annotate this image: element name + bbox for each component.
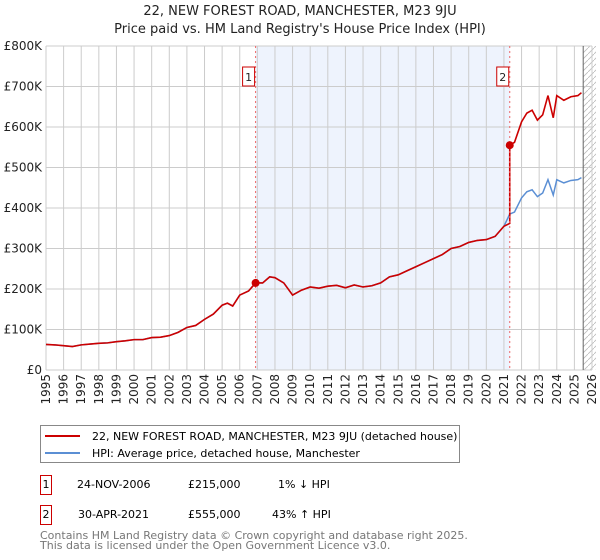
x-tick-label: 2020 — [479, 374, 493, 405]
x-tick-label: 2017 — [426, 374, 440, 405]
x-tick-label: 2002 — [162, 374, 176, 405]
marker-badge: 1 — [40, 475, 52, 495]
x-tick-label: 2009 — [286, 374, 300, 405]
legend: 22, NEW FOREST ROAD, MANCHESTER, M23 9JU… — [40, 425, 460, 463]
x-tick-label: 2015 — [391, 374, 405, 405]
x-tick-label: 1995 — [39, 374, 53, 405]
x-tick-label: 2010 — [303, 374, 317, 405]
transaction-price: £215,000 — [188, 478, 241, 491]
x-tick-label: 2005 — [215, 374, 229, 405]
sale-point — [505, 141, 514, 150]
transaction-hpi: 1% ↓ HPI — [278, 478, 330, 491]
chart-title: 22, NEW FOREST ROAD, MANCHESTER, M23 9JU — [143, 4, 457, 19]
y-tick-label: £700K — [4, 80, 44, 94]
y-tick-label: £0 — [27, 363, 42, 377]
x-tick-label: 2021 — [497, 374, 511, 405]
legend-label: 22, NEW FOREST ROAD, MANCHESTER, M23 9JU… — [92, 429, 458, 443]
sale-label-box — [242, 66, 256, 87]
sale-label: 2 — [499, 71, 506, 84]
x-tick-label: 2013 — [356, 374, 370, 405]
x-tick-label: 2003 — [180, 374, 194, 405]
transaction-date: 30-APR-2021 — [78, 508, 150, 521]
y-tick-label: £200K — [4, 282, 44, 296]
x-tick-label: 2006 — [233, 374, 247, 405]
legend-item-property: 22, NEW FOREST ROAD, MANCHESTER, M23 9JU… — [41, 428, 457, 444]
x-tick-label: 2011 — [321, 374, 335, 405]
transaction-date: 24-NOV-2006 — [77, 478, 151, 491]
transaction-hpi: 43% ↑ HPI — [272, 508, 331, 521]
price-paid-line — [45, 92, 582, 348]
x-tick-label: 2001 — [145, 374, 159, 405]
x-tick-label: 2019 — [462, 374, 476, 405]
marker-badge: 2 — [40, 505, 52, 525]
x-tick-label: 2007 — [250, 374, 264, 405]
footer: Contains HM Land Registry data © Crown c… — [40, 529, 468, 552]
plot-area: 1995 1996 1997 1998 1999 2000 2001 2002 2003 2004… — [4, 39, 599, 405]
transaction-price: £555,000 — [188, 508, 241, 521]
y-tick-label: £100K — [4, 323, 44, 337]
x-tick-label: 1996 — [57, 374, 71, 405]
x-tick-label: 1998 — [92, 374, 106, 405]
legend-item-hpi: HPI: Average price, detached house, Manc… — [41, 445, 360, 461]
x-tick-label: 1997 — [74, 374, 88, 405]
x-tick-label: 2024 — [550, 374, 564, 405]
x-tick-label: 2023 — [532, 374, 546, 405]
x-tick-label: 1999 — [109, 374, 123, 405]
footer-line: This data is licensed under the Open Gov… — [40, 539, 391, 552]
transaction-row: 1 24-NOV-2006 £215,000 1% ↓ HPI — [40, 475, 460, 495]
x-tick-label: 2004 — [198, 374, 212, 405]
sale-point — [251, 278, 260, 287]
footer-line: Contains HM Land Registry data © Crown c… — [40, 529, 468, 542]
sale-label-box — [496, 66, 510, 87]
legend-label: HPI: Average price, detached house, Manc… — [92, 446, 360, 460]
x-tick-label: 2026 — [585, 374, 599, 405]
y-tick-label: £400K — [4, 201, 44, 215]
y-tick-label: £300K — [4, 242, 44, 256]
y-tick-label: £500K — [4, 161, 44, 175]
x-tick-label: 2000 — [127, 374, 141, 405]
y-tick-label: £800K — [4, 39, 44, 53]
x-tick-label: 2022 — [515, 374, 529, 405]
x-tick-label: 2025 — [567, 374, 581, 405]
x-tick-label: 2012 — [338, 374, 352, 405]
x-tick-label: 2008 — [268, 374, 282, 405]
chart-subtitle: Price paid vs. HM Land Registry's House … — [114, 22, 486, 37]
x-tick-label: 2018 — [444, 374, 458, 405]
x-tick-label: 2014 — [374, 374, 388, 405]
transaction-row: 2 30-APR-2021 £555,000 43% ↑ HPI — [40, 505, 460, 525]
y-tick-label: £600K — [4, 120, 44, 134]
x-tick-label: 2016 — [409, 374, 423, 405]
sale-label: 1 — [245, 71, 252, 84]
